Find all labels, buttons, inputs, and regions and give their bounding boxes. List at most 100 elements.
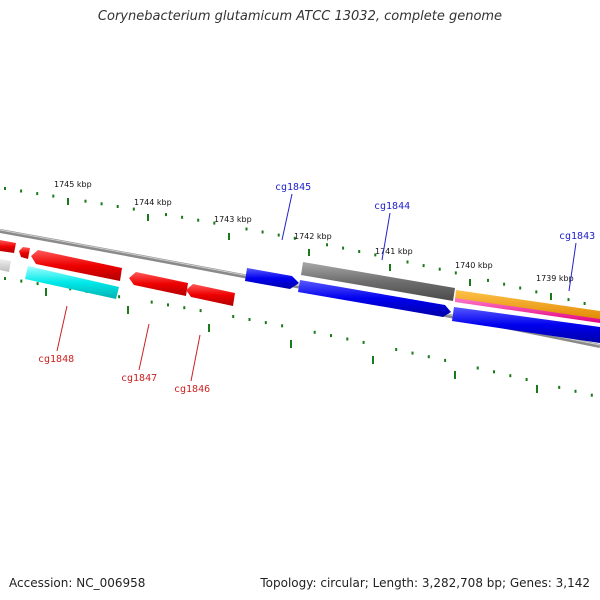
leader-cg1847	[138, 323, 150, 371]
minor-tick	[535, 290, 538, 294]
minor-tick	[567, 298, 570, 302]
coordinate-tick-row-inner	[4, 277, 593, 397]
minor-tick	[427, 355, 430, 359]
minor-tick	[245, 227, 248, 231]
minor-tick	[438, 267, 441, 271]
minor-tick	[476, 366, 479, 370]
minor-tick	[422, 264, 425, 268]
minor-tick	[358, 250, 361, 253]
label-leaders	[56, 193, 577, 382]
minor-tick	[525, 378, 528, 381]
gene-label-cg1847[interactable]: cg1847	[121, 373, 157, 384]
gene-feature-red-small[interactable]	[19, 247, 30, 259]
gene-feature-cg1844[interactable]	[298, 280, 451, 317]
minor-tick	[132, 207, 135, 211]
leader-cg1848	[56, 305, 68, 352]
kbp-label-1745: 1745 kbp	[54, 180, 92, 189]
gene-label-cg1848[interactable]: cg1848	[38, 354, 74, 365]
minor-tick	[487, 278, 489, 282]
gene-feature-pink[interactable]	[455, 298, 600, 323]
minor-tick	[313, 330, 316, 334]
minor-tick	[183, 306, 186, 310]
gene-feature-red-edge[interactable]	[0, 240, 16, 253]
minor-tick	[167, 303, 169, 307]
minor-tick	[100, 202, 103, 206]
minor-tick	[326, 243, 328, 247]
minor-tick	[150, 300, 153, 304]
minor-tick	[444, 358, 447, 362]
minor-tick	[264, 321, 267, 325]
gene-labels: cg1845 cg1844 cg1843 cg1848 cg1847 cg184…	[38, 182, 595, 395]
minor-tick	[165, 213, 167, 217]
minor-tick	[374, 253, 377, 257]
coordinate-tick-row-outer	[4, 187, 586, 305]
minor-tick	[293, 236, 296, 240]
gene-feature-cg1843[interactable]	[452, 307, 600, 343]
minor-tick	[362, 340, 365, 344]
minor-tick	[118, 295, 121, 299]
minor-tick	[4, 277, 6, 280]
reverse-strand-features	[0, 240, 235, 306]
gene-feature-orange[interactable]	[455, 290, 600, 320]
minor-tick	[281, 324, 284, 328]
gene-label-cg1846[interactable]: cg1846	[174, 384, 210, 395]
minor-tick	[406, 260, 409, 264]
minor-tick	[4, 187, 6, 190]
kbp-label-1742: 1742 kbp	[294, 232, 332, 241]
minor-tick	[519, 286, 522, 290]
kbp-ticks	[67, 198, 552, 300]
minor-tick	[574, 389, 577, 393]
map-title: Corynebacterium glutamicum ATCC 13032, c…	[97, 9, 503, 24]
minor-tick	[395, 348, 398, 351]
minor-tick	[261, 230, 264, 234]
minor-tick	[411, 351, 414, 355]
minor-tick	[509, 374, 512, 378]
gene-feature-light-edge[interactable]	[0, 259, 11, 272]
minor-tick	[277, 233, 280, 237]
minor-tick	[213, 221, 216, 225]
leader-cg1845	[281, 193, 293, 241]
minor-tick	[197, 218, 200, 222]
leader-cg1843	[568, 242, 577, 292]
gene-feature-cyan[interactable]	[25, 266, 119, 299]
minor-tick	[36, 192, 39, 196]
minor-tick	[346, 337, 349, 341]
kbp-ticks-inner	[45, 288, 538, 393]
minor-tick	[454, 271, 457, 275]
gene-label-cg1844[interactable]: cg1844	[374, 201, 410, 212]
genome-stats-text: Topology: circular; Length: 3,282,708 bp…	[260, 576, 590, 590]
minor-tick	[52, 194, 55, 198]
gene-feature-cg1845[interactable]	[245, 268, 299, 289]
minor-tick	[503, 282, 506, 286]
minor-tick	[20, 279, 23, 283]
minor-tick	[116, 205, 119, 208]
gene-feature-cg1848[interactable]	[31, 250, 122, 281]
minor-tick	[342, 246, 345, 250]
kbp-label-1739: 1739 kbp	[536, 274, 574, 283]
minor-tick	[583, 302, 586, 305]
leader-cg1846	[190, 334, 201, 382]
minor-tick	[232, 315, 235, 318]
minor-tick	[181, 215, 184, 219]
gene-feature-cg1847[interactable]	[129, 272, 188, 296]
kbp-label-1741: 1741 kbp	[375, 247, 413, 256]
gene-label-cg1843[interactable]: cg1843	[559, 231, 595, 242]
accession-text: Accession: NC_006958	[9, 576, 146, 590]
gene-label-cg1845[interactable]: cg1845	[275, 182, 311, 193]
minor-tick	[330, 334, 332, 338]
minor-tick	[248, 318, 251, 321]
kbp-label-1743: 1743 kbp	[214, 215, 252, 224]
gene-feature-gray[interactable]	[301, 262, 455, 301]
gene-feature-cg1846[interactable]	[186, 284, 235, 306]
kbp-label-1744: 1744 kbp	[134, 198, 172, 207]
minor-tick	[84, 199, 87, 203]
minor-tick	[36, 282, 39, 286]
minor-tick	[558, 385, 561, 389]
minor-tick	[590, 393, 593, 397]
kbp-label-1740: 1740 kbp	[455, 261, 493, 270]
minor-tick	[20, 189, 23, 193]
minor-tick	[493, 370, 495, 374]
forward-strand-features	[245, 262, 600, 343]
minor-tick	[199, 309, 202, 313]
